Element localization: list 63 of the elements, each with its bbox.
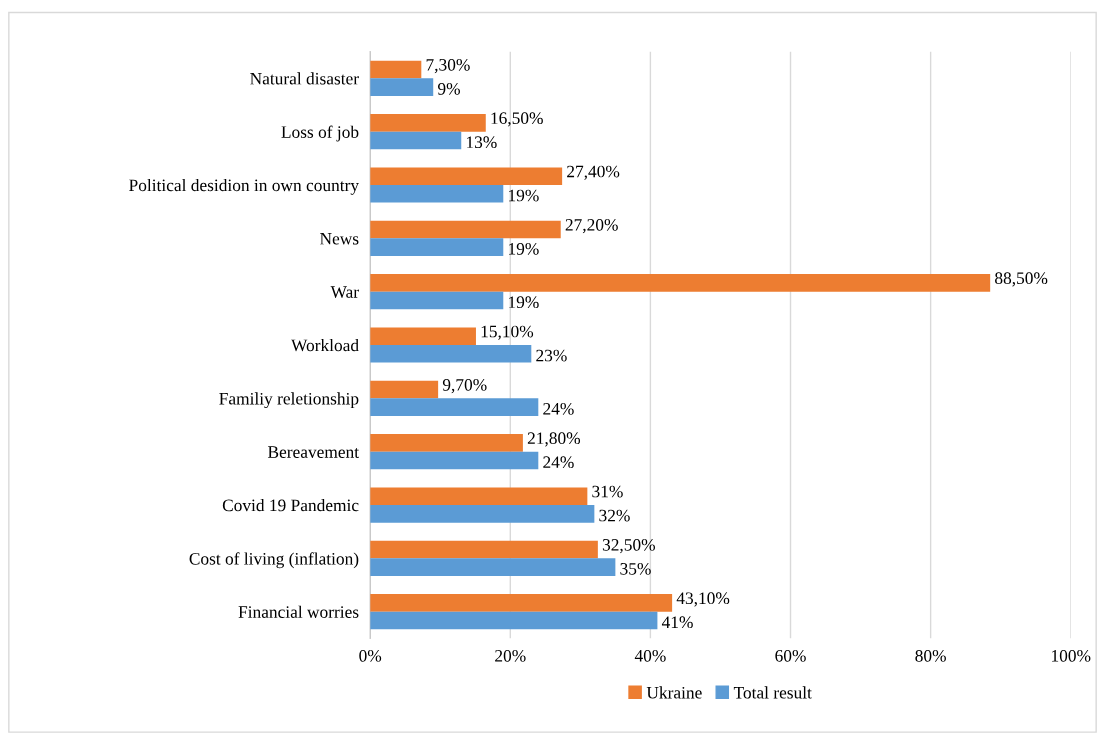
x-tick-label: 40% (634, 649, 666, 662)
y-tick-label: Cost of living (inflation) (189, 552, 359, 569)
legend-label: Ukraine (646, 686, 702, 699)
data-label: 15,10% (481, 325, 534, 340)
data-label: 24% (543, 456, 574, 469)
bar (370, 505, 595, 523)
x-tick-label: 0% (359, 649, 382, 662)
x-tick-label: 60% (775, 649, 806, 662)
data-label: 24% (543, 402, 574, 415)
data-label: 9% (437, 82, 460, 95)
bar (370, 380, 439, 399)
data-label: 16,50% (491, 112, 543, 127)
bar (370, 60, 422, 79)
x-tick-label: 20% (495, 649, 526, 662)
bar (370, 434, 523, 452)
data-label: 7,30% (426, 58, 470, 74)
y-tick-label: Familiy reletionship (219, 392, 359, 409)
y-tick-label: Loss of job (281, 125, 359, 142)
x-tick-label: 100% (1052, 649, 1091, 662)
y-tick-label: Political desidion in own country (129, 178, 359, 195)
data-label: 19% (509, 242, 539, 255)
data-label: 35% (620, 562, 651, 575)
data-label: 43,10% (676, 592, 730, 607)
y-tick-label: Bereavement (267, 446, 359, 458)
bar (370, 238, 504, 256)
data-label: 31% (592, 485, 623, 498)
bar (370, 398, 539, 416)
y-tick-label: Natural disaster (250, 72, 359, 85)
bar (370, 291, 504, 310)
data-label: 13% (466, 136, 497, 149)
y-tick-label: War (330, 286, 359, 298)
data-label: 9,70% (442, 378, 487, 394)
bar (370, 345, 532, 363)
data-label: 27,40% (567, 165, 620, 180)
bar (370, 487, 588, 506)
data-label: 19% (509, 189, 539, 202)
bar (370, 611, 658, 630)
y-tick-label: Financial worries (238, 605, 359, 618)
legend-label: Total result (733, 686, 812, 699)
bar (370, 327, 476, 346)
bar (370, 185, 504, 203)
bar (370, 274, 991, 292)
y-tick-label: News (320, 233, 359, 245)
bar (370, 114, 486, 132)
bar (370, 220, 561, 239)
data-label: 32% (599, 509, 630, 522)
bar (370, 594, 673, 612)
bar (370, 540, 598, 559)
data-label: 23% (536, 349, 567, 362)
bar (370, 78, 434, 96)
bar (370, 167, 563, 185)
data-label: 19% (509, 296, 539, 309)
data-label: 21,80% (527, 432, 581, 447)
data-label: 41% (661, 616, 693, 629)
x-tick-label: 80% (915, 649, 946, 662)
bar (370, 558, 616, 576)
data-label: 88,50% (995, 272, 1048, 287)
data-label: 27,20% (565, 218, 618, 234)
data-label: 32,50% (602, 538, 655, 554)
y-tick-label: Covid 19 Pandemic (222, 499, 359, 512)
bar (370, 451, 539, 470)
bar (370, 131, 462, 150)
y-tick-label: Workload (291, 338, 359, 352)
